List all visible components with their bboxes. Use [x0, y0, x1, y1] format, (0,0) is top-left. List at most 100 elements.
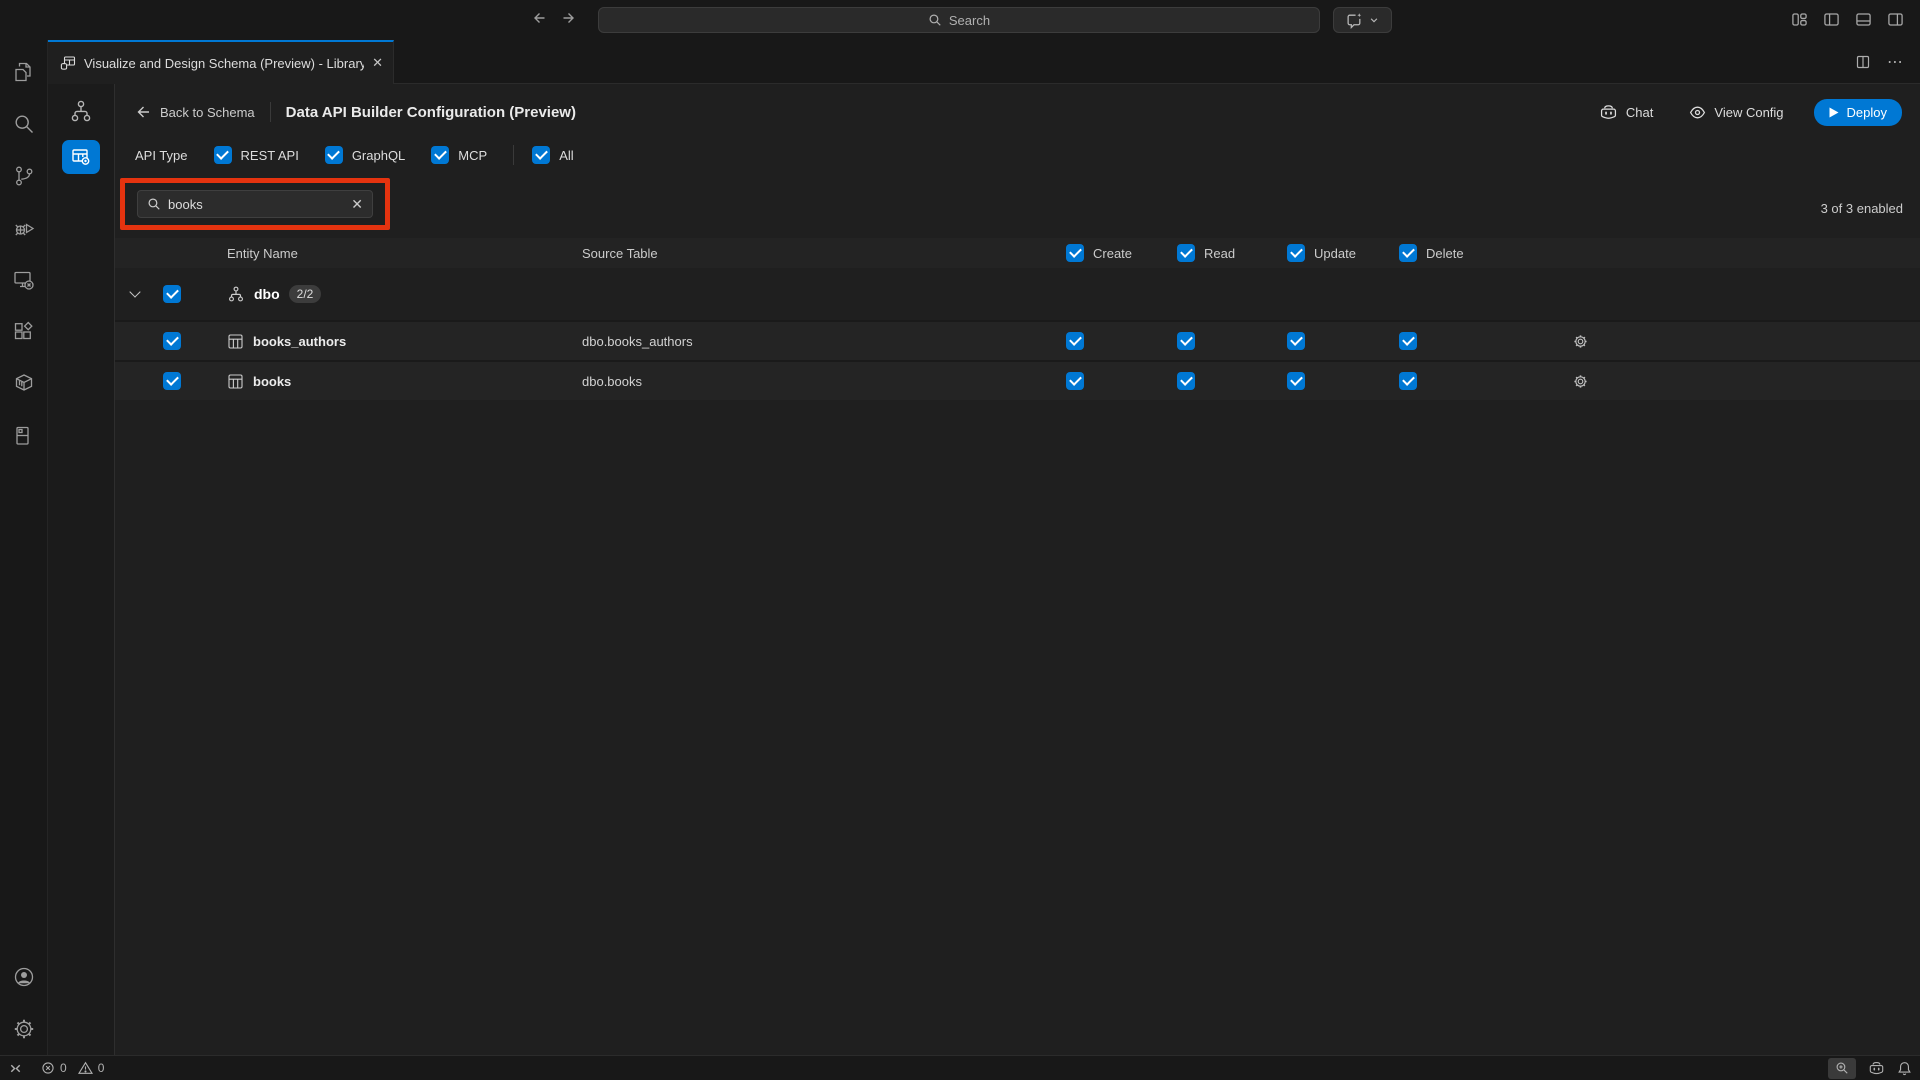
mcp-checkbox[interactable]: MCP — [431, 146, 487, 164]
remote-indicator[interactable] — [8, 1061, 23, 1076]
toggle-primary-sidebar-icon[interactable] — [1823, 11, 1840, 28]
tab-visualize-schema[interactable]: Visualize and Design Schema (Preview) - … — [48, 40, 394, 84]
all-checkbox[interactable]: All — [532, 146, 574, 164]
copilot-status-icon[interactable] — [1868, 1060, 1885, 1077]
create-checkbox[interactable] — [1066, 332, 1084, 350]
api-type-label: API Type — [135, 147, 188, 163]
history-back-icon[interactable] — [530, 10, 546, 26]
notifications-bell-icon[interactable] — [1897, 1061, 1912, 1076]
checkbox-checked[interactable] — [431, 146, 450, 164]
table-row[interactable]: books_authors dbo.books_authors — [115, 320, 1920, 360]
toggle-panel-icon[interactable] — [1855, 11, 1872, 28]
customize-layout-icon[interactable] — [1791, 11, 1808, 28]
annotation-highlight-box: ✕ — [120, 178, 390, 230]
error-count: 0 — [60, 1061, 67, 1075]
rest-api-checkbox[interactable]: REST API — [213, 146, 299, 164]
table-grid-icon — [227, 333, 244, 350]
delete-checkbox[interactable] — [1399, 332, 1417, 350]
source-table: dbo.books — [582, 373, 642, 389]
rest-api-label: REST API — [240, 147, 299, 163]
create-checkbox[interactable] — [1066, 372, 1084, 390]
remote-explorer-icon[interactable] — [0, 254, 48, 306]
delete-all-checkbox[interactable] — [1399, 244, 1417, 262]
row-settings-gear-icon[interactable] — [1500, 373, 1660, 390]
row-checkbox[interactable] — [163, 372, 181, 390]
delete-checkbox[interactable] — [1399, 372, 1417, 390]
more-actions-icon[interactable]: ⋯ — [1887, 53, 1904, 71]
clear-search-icon[interactable]: ✕ — [351, 195, 363, 212]
collapse-chevron-icon[interactable] — [115, 286, 155, 298]
view-config-label: View Config — [1714, 104, 1784, 120]
graphql-checkbox[interactable]: GraphQL — [324, 146, 406, 164]
zoom-status-item[interactable] — [1828, 1057, 1856, 1079]
chevron-down-icon — [1369, 15, 1379, 25]
checkbox-checked[interactable] — [324, 146, 343, 164]
search-icon — [928, 13, 942, 27]
view-config-button[interactable]: View Config — [1689, 104, 1784, 121]
schema-icon — [227, 285, 245, 303]
all-label: All — [559, 147, 574, 163]
schema-diagram-icon[interactable] — [62, 94, 100, 128]
column-update[interactable]: Update — [1273, 244, 1385, 262]
back-to-schema-button[interactable]: Back to Schema — [135, 104, 255, 120]
settings-gear-icon[interactable] — [0, 1003, 48, 1055]
deploy-label: Deploy — [1846, 104, 1887, 120]
graphql-label: GraphQL — [351, 147, 406, 163]
explorer-icon[interactable] — [0, 46, 48, 98]
copilot-menu-button[interactable] — [1333, 7, 1392, 33]
command-center-search[interactable]: Search — [598, 7, 1320, 33]
column-create[interactable]: Create — [1052, 244, 1163, 262]
update-checkbox[interactable] — [1287, 372, 1305, 390]
divider — [269, 102, 271, 122]
column-read[interactable]: Read — [1163, 244, 1273, 262]
toggle-secondary-sidebar-icon[interactable] — [1887, 11, 1904, 28]
update-label: Update — [1314, 245, 1356, 261]
entity-search-box[interactable]: ✕ — [137, 190, 373, 218]
delete-label: Delete — [1426, 245, 1464, 261]
column-entity-name[interactable]: Entity Name — [227, 245, 298, 261]
split-editor-icon[interactable] — [1855, 54, 1871, 70]
dab-config-panel: Back to Schema Data API Builder Configur… — [115, 84, 1920, 1055]
deploy-button[interactable]: Deploy — [1813, 98, 1902, 126]
run-debug-icon[interactable] — [0, 202, 48, 254]
database-projects-icon[interactable] — [0, 410, 48, 462]
search-view-icon[interactable] — [0, 98, 48, 150]
column-delete[interactable]: Delete — [1385, 244, 1500, 262]
history-forward-icon[interactable] — [562, 10, 578, 26]
group-checkbox[interactable] — [163, 285, 181, 303]
problems-indicator[interactable]: 0 0 — [41, 1061, 104, 1075]
column-source-table[interactable]: Source Table — [582, 245, 658, 261]
copilot-face-icon — [1599, 103, 1618, 122]
checkbox-checked[interactable] — [213, 146, 232, 164]
table-row[interactable]: books dbo.books — [115, 360, 1920, 400]
container-tools-icon[interactable] — [0, 358, 48, 410]
api-type-filter-row: API Type REST API GraphQL MCP — [115, 140, 1920, 170]
copilot-chat-icon — [1346, 12, 1363, 29]
source-control-icon[interactable] — [0, 150, 48, 202]
read-all-checkbox[interactable] — [1177, 244, 1195, 262]
entity-name: books — [253, 373, 292, 389]
dab-config-icon[interactable] — [62, 140, 100, 174]
accounts-icon[interactable] — [0, 951, 48, 1003]
divider — [513, 145, 515, 165]
extensions-icon[interactable] — [0, 306, 48, 358]
read-checkbox[interactable] — [1177, 372, 1195, 390]
row-settings-gear-icon[interactable] — [1500, 333, 1660, 350]
search-icon — [147, 197, 161, 211]
schema-group-row[interactable]: dbo 2/2 — [115, 268, 1920, 320]
tab-close-icon[interactable]: ✕ — [372, 55, 383, 70]
update-checkbox[interactable] — [1287, 332, 1305, 350]
entity-table-header: Entity Name Source Table Create Read — [115, 238, 1920, 268]
checkbox-checked[interactable] — [532, 146, 551, 164]
page-title: Data API Builder Configuration (Preview) — [285, 103, 576, 121]
entity-search-input[interactable] — [168, 196, 345, 212]
schema-designer-webview: Back to Schema Data API Builder Configur… — [48, 84, 1920, 1055]
row-checkbox[interactable] — [163, 332, 181, 350]
create-all-checkbox[interactable] — [1066, 244, 1084, 262]
read-checkbox[interactable] — [1177, 332, 1195, 350]
mcp-label: MCP — [458, 147, 488, 163]
chat-button[interactable]: Chat — [1599, 103, 1653, 122]
activity-bar — [0, 40, 48, 1055]
update-all-checkbox[interactable] — [1287, 244, 1305, 262]
